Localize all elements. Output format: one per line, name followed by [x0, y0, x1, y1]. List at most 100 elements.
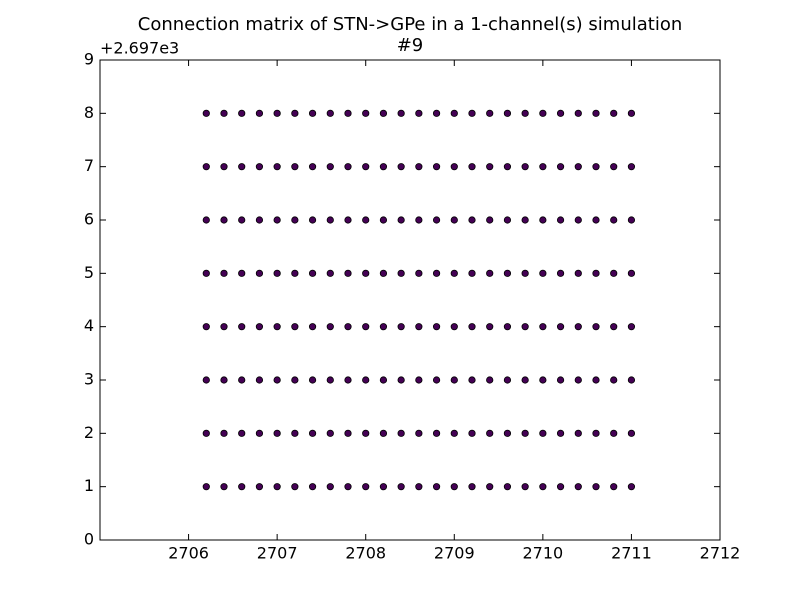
- point: [486, 216, 494, 224]
- point: [326, 109, 334, 117]
- y-tick-label: 0: [84, 530, 94, 549]
- point: [610, 323, 618, 331]
- point: [255, 323, 264, 331]
- point: [397, 376, 405, 384]
- y-tick-label: 3: [84, 370, 94, 389]
- point: [220, 323, 228, 331]
- point: [362, 483, 370, 491]
- point: [238, 483, 246, 491]
- point: [627, 163, 636, 171]
- point: [344, 109, 352, 117]
- point: [397, 323, 405, 331]
- y-tick-label: 7: [84, 156, 94, 175]
- point: [326, 376, 334, 384]
- point: [273, 323, 281, 331]
- point: [273, 429, 281, 437]
- x-tick-label: 2710: [522, 544, 563, 563]
- point: [556, 269, 565, 277]
- point: [238, 216, 246, 224]
- point: [592, 269, 600, 277]
- point: [432, 109, 441, 117]
- point: [539, 429, 547, 437]
- point: [486, 483, 494, 491]
- point: [592, 109, 600, 117]
- point: [308, 483, 317, 491]
- chart-title: Connection matrix of STN->GPe in a 1-cha…: [138, 14, 683, 35]
- point: [379, 483, 388, 491]
- point: [362, 163, 370, 171]
- point: [468, 109, 476, 117]
- point: [450, 216, 458, 224]
- x-tick-label: 2712: [700, 544, 741, 563]
- point: [291, 323, 299, 331]
- point: [238, 163, 246, 171]
- point: [291, 216, 299, 224]
- point: [450, 376, 458, 384]
- point: [503, 429, 512, 437]
- point: [432, 323, 441, 331]
- point: [592, 323, 600, 331]
- point: [326, 216, 334, 224]
- point: [291, 483, 299, 491]
- point: [521, 216, 529, 224]
- point: [432, 163, 441, 171]
- point: [255, 269, 264, 277]
- point: [202, 269, 210, 277]
- point: [273, 109, 281, 117]
- point: [273, 269, 281, 277]
- point: [379, 216, 388, 224]
- point: [556, 216, 565, 224]
- point: [627, 376, 636, 384]
- y-tick-label: 1: [84, 476, 94, 495]
- point: [432, 429, 441, 437]
- point: [202, 323, 210, 331]
- point: [362, 269, 370, 277]
- point: [344, 216, 352, 224]
- point: [202, 376, 210, 384]
- point: [539, 216, 547, 224]
- point: [450, 109, 458, 117]
- point: [415, 163, 423, 171]
- point: [397, 109, 405, 117]
- point: [379, 323, 388, 331]
- point: [486, 109, 494, 117]
- point: [556, 376, 565, 384]
- point: [450, 269, 458, 277]
- point: [397, 269, 405, 277]
- point: [486, 376, 494, 384]
- point: [379, 109, 388, 117]
- point: [432, 216, 441, 224]
- plot-frame: [99, 59, 721, 541]
- point: [415, 483, 423, 491]
- point: [432, 269, 441, 277]
- point: [574, 483, 582, 491]
- point: [308, 376, 317, 384]
- point: [556, 109, 565, 117]
- point: [415, 269, 423, 277]
- point: [255, 376, 264, 384]
- point: [539, 323, 547, 331]
- point: [344, 483, 352, 491]
- point: [379, 376, 388, 384]
- point: [362, 323, 370, 331]
- x-tick-label: 2711: [611, 544, 652, 563]
- point: [291, 429, 299, 437]
- point: [503, 323, 512, 331]
- point: [344, 376, 352, 384]
- point: [539, 109, 547, 117]
- point: [220, 109, 228, 117]
- point: [308, 429, 317, 437]
- point: [574, 323, 582, 331]
- y-tick-label: 8: [84, 103, 94, 122]
- point: [486, 269, 494, 277]
- point: [344, 269, 352, 277]
- point: [326, 269, 334, 277]
- y-offset-label: +2.697e3: [100, 39, 179, 58]
- point: [521, 376, 529, 384]
- point: [610, 269, 618, 277]
- point: [610, 429, 618, 437]
- point: [521, 483, 529, 491]
- point: [344, 429, 352, 437]
- point: [574, 109, 582, 117]
- point: [220, 163, 228, 171]
